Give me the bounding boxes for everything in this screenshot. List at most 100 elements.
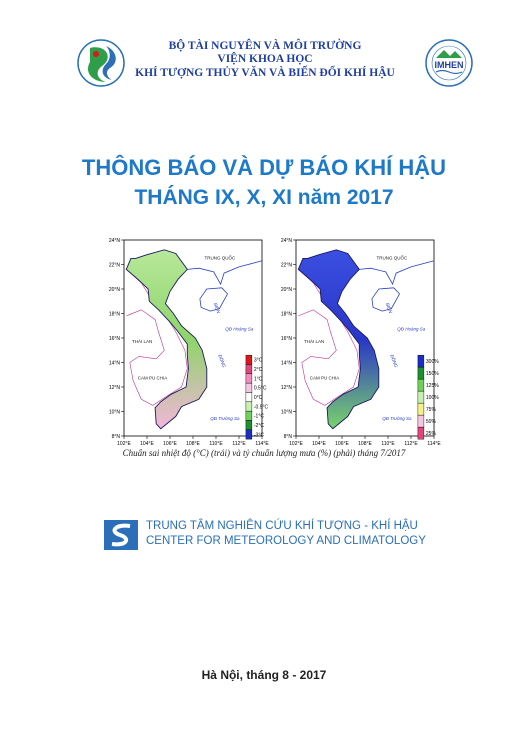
legend-label: 150% <box>426 371 439 377</box>
lat-tick-label: 24°N <box>281 238 293 244</box>
lat-tick-label: 10°N <box>109 410 121 416</box>
legend-swatch <box>417 426 425 440</box>
legend-swatch <box>245 373 253 384</box>
maps: 24°N22°N20°N18°N16°N14°N12°N10°N8°N102°E… <box>109 238 441 447</box>
region-label: ĐÔNG <box>389 353 399 368</box>
legend-label: -1°C <box>254 414 264 420</box>
lat-tick-label: 8°N <box>112 434 121 440</box>
region-label: CAM PU CHIA <box>310 376 340 381</box>
legend-swatch <box>417 390 425 404</box>
legend-swatch <box>245 410 253 421</box>
legend-label: 300% <box>426 359 439 365</box>
legend-label: 100% <box>426 395 439 401</box>
region-label: QĐ Trường Sa <box>210 416 240 421</box>
lat-tick-label: 14°N <box>281 361 293 367</box>
lat-tick-label: 18°N <box>109 312 121 318</box>
region-label: TRUNG QUỐC <box>377 255 408 261</box>
map: 24°N 22°N 20°N 18°N 16°N 14°N 12°N 10°N 8°N102°E… <box>109 238 269 447</box>
lat-tick-label: 12°N <box>109 385 121 391</box>
legend-swatch <box>417 354 425 368</box>
legend-label: -0.5°C <box>254 404 269 410</box>
legend-swatch <box>245 420 253 431</box>
lat-tick-label: 18°N <box>281 312 293 318</box>
legend-swatch <box>245 354 253 365</box>
lon-tick-label: 114°E <box>427 441 441 447</box>
legend-swatch <box>417 366 425 380</box>
region-label: THÁI LAN <box>132 338 152 344</box>
lat-tick-label: 14°N <box>109 361 121 367</box>
legend-label: 2°C <box>254 367 263 373</box>
lon-tick-label: 106°E <box>163 441 177 447</box>
region-label: QĐ Hoàng Sa <box>225 327 254 332</box>
hainan <box>199 287 228 312</box>
region-label: CAM PU CHIA <box>138 376 168 381</box>
lon-tick-label: 102°E <box>117 441 131 447</box>
legend-swatch <box>245 401 253 412</box>
lon-tick-label: 104°E <box>312 441 326 447</box>
lon-tick-label: 112°E <box>232 441 246 447</box>
caption: Chuẩn sai nhiệt độ (°C) (trái) và tỷ chu… <box>122 448 406 458</box>
lat-tick-label: 22°N <box>109 263 121 269</box>
lon-tick-label: 110°E <box>381 441 395 447</box>
lon-tick-label: 108°E <box>186 441 200 447</box>
region-label: BIỂN <box>213 302 222 315</box>
lat-tick-label: 16°N <box>109 336 121 342</box>
legend-swatch <box>245 382 253 393</box>
lon-tick-label: 104°E <box>140 441 154 447</box>
hainan <box>371 287 400 312</box>
lon-tick-label: 106°E <box>335 441 349 447</box>
region-label: QĐ Hoàng Sa <box>397 327 426 332</box>
legend-label: -3°C <box>254 432 264 438</box>
legend-swatch <box>417 402 425 416</box>
logo-ministry <box>77 39 125 87</box>
legend-label: 75% <box>426 407 437 413</box>
china-coast <box>359 260 435 286</box>
institute: VIỆN KHOA HỌC <box>217 53 313 65</box>
legend-label: 1°C <box>254 376 263 382</box>
region-label: QĐ Trường Sa <box>382 416 412 421</box>
china-coast <box>187 260 263 286</box>
legend-swatch <box>417 378 425 392</box>
lat-tick-label: 10°N <box>281 410 293 416</box>
legend-swatch <box>245 364 253 375</box>
ministry: BỘ TÀI NGUYÊN VÀ MÔI TRƯỜNG <box>168 40 362 52</box>
lat-tick-label: 8°N <box>284 434 293 440</box>
lat-tick-label: 24°N <box>109 238 121 244</box>
legend-swatch <box>245 392 253 403</box>
title-line-1: THÔNG BÁO VÀ DỰ BÁO KHÍ HẬU <box>81 155 447 180</box>
legend-label: -2°C <box>254 423 264 429</box>
title-line-2: THÁNG IX, X, XI năm 2017 <box>134 186 394 209</box>
legend-label: 125% <box>426 383 439 389</box>
lon-tick-label: 102°E <box>289 441 303 447</box>
legend-label: 3°C <box>254 358 263 364</box>
institute-full: KHÍ TƯỢNG THỦY VĂN VÀ BIẾN ĐỔI KHÍ HẬU <box>135 67 395 79</box>
legend-label: 0.5°C <box>254 386 267 392</box>
region-label: THÁI LAN <box>304 338 324 344</box>
logo-text: IMHEN <box>435 60 464 70</box>
vietnam <box>297 249 380 430</box>
lon-tick-label: 110°E <box>209 441 223 447</box>
region-label: ĐÔNG <box>217 353 227 368</box>
logo-imhen: IMHEN <box>425 39 473 87</box>
region-label: BIỂN <box>385 302 394 315</box>
center-name-en: CENTER FOR METEOROLOGY AND CLIMATOLOGY <box>146 535 426 547</box>
region-label: TRUNG QUỐC <box>205 255 236 261</box>
footer: Hà Nội, tháng 8 - 2017 <box>201 668 327 682</box>
lon-tick-label: 108°E <box>358 441 372 447</box>
lat-tick-label: 20°N <box>281 287 293 293</box>
center-logo <box>104 520 138 550</box>
legend-label: 25% <box>426 431 437 437</box>
lon-tick-label: 112°E <box>404 441 418 447</box>
lat-tick-label: 16°N <box>281 336 293 342</box>
lat-tick-label: 22°N <box>281 263 293 269</box>
lat-tick-label: 20°N <box>109 287 121 293</box>
map: 24°N 22°N 20°N 18°N 16°N 14°N 12°N 10°N 8°N102°E… <box>281 238 441 447</box>
legend-label: 0°C <box>254 395 263 401</box>
center-name-vi: TRUNG TÂM NGHIÊN CỨU KHÍ TƯỢNG - KHÍ HẬU <box>146 520 418 532</box>
legend-label: 50% <box>426 419 437 425</box>
legend-swatch <box>245 429 253 440</box>
lat-tick-label: 12°N <box>281 385 293 391</box>
lon-tick-label: 114°E <box>255 441 269 447</box>
legend-swatch <box>417 414 425 428</box>
